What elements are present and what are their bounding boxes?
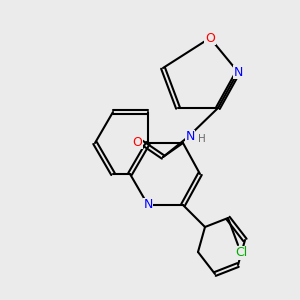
- Text: O: O: [132, 136, 142, 148]
- Text: N: N: [143, 199, 153, 212]
- Text: Cl: Cl: [235, 247, 247, 260]
- Text: O: O: [205, 32, 215, 44]
- Text: N: N: [233, 65, 243, 79]
- Text: N: N: [185, 130, 195, 143]
- Text: H: H: [198, 134, 206, 144]
